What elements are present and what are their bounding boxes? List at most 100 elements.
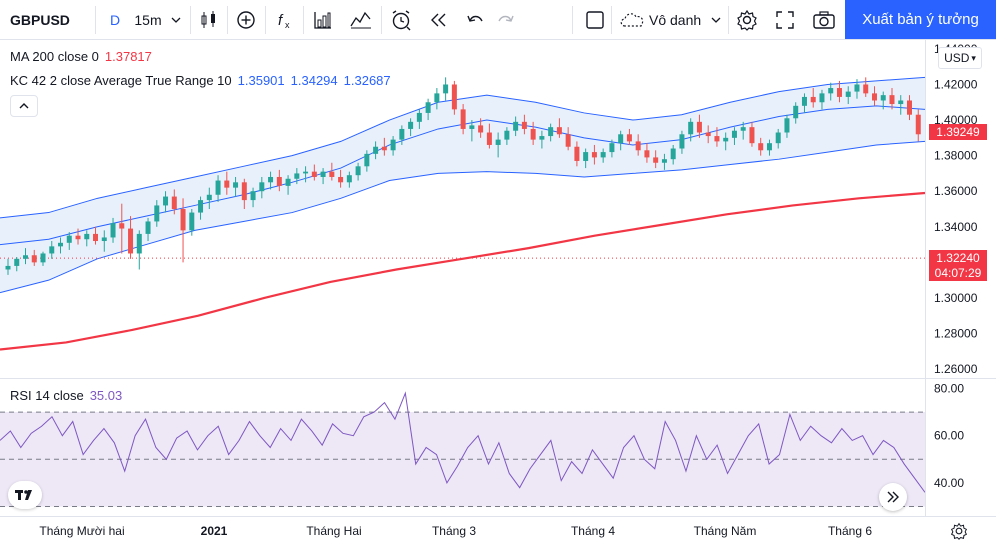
candle-body: [609, 143, 615, 153]
last-price-label: 1.39249: [929, 124, 987, 140]
price-tick-label: 1.26000: [934, 362, 978, 376]
add-indicator-icon[interactable]: [233, 0, 259, 39]
candle-body: [836, 88, 842, 97]
rsi-pane[interactable]: 80.00 60.00 40.00: [0, 379, 996, 516]
fullscreen-icon[interactable]: [772, 0, 798, 39]
candle-body: [758, 143, 764, 151]
toolbar-divider: [611, 6, 612, 34]
cloud-icon[interactable]: [618, 0, 648, 39]
candle-body: [521, 121, 527, 129]
chevron-down-icon[interactable]: [709, 0, 723, 39]
candle-body: [460, 109, 466, 129]
price-tick-label: 1.42000: [934, 77, 978, 91]
candle-body: [828, 88, 834, 94]
candle-body: [206, 194, 212, 201]
price-tick-label: 1.34000: [934, 220, 978, 234]
candle-body: [416, 112, 422, 122]
candle-body: [863, 84, 869, 94]
pane-divider[interactable]: [0, 378, 996, 379]
price-tick-label: 1.36000: [934, 184, 978, 198]
toolbar-divider: [728, 6, 729, 34]
rsi-tick-label: 60.00: [934, 429, 964, 443]
price-pane[interactable]: 1.440001.420001.400001.380001.360001.340…: [0, 40, 996, 378]
tradingview-logo[interactable]: [8, 481, 42, 509]
layout-name[interactable]: Vô danh: [649, 11, 702, 28]
candle-body: [539, 136, 545, 140]
collapse-legend-button[interactable]: [10, 95, 38, 117]
candle-body: [23, 255, 29, 259]
candles-icon[interactable]: [196, 0, 222, 39]
candle-body: [408, 121, 414, 129]
symbol-search[interactable]: GBPUSD: [10, 11, 70, 28]
candle-body: [495, 139, 501, 145]
rsi-legend[interactable]: RSI 14 close 35.03: [10, 388, 122, 403]
interval-type[interactable]: D: [109, 11, 121, 28]
candle-body: [233, 182, 239, 188]
candle-body: [101, 237, 107, 242]
candle-body: [163, 196, 169, 206]
alarm-clock-icon[interactable]: [388, 0, 414, 39]
candle-body: [346, 175, 352, 183]
candle-body: [574, 146, 580, 161]
candle-body: [565, 134, 571, 147]
candle-body: [425, 102, 431, 113]
candle-body: [819, 93, 825, 103]
rsi-chart[interactable]: 80.00 60.00 40.00: [0, 379, 996, 516]
ma200-line: [0, 191, 926, 351]
svg-text:x: x: [285, 20, 290, 30]
candle-body: [696, 121, 702, 133]
time-axis-labels: Tháng Mười hai 2021 Tháng Hai Tháng 3 Tháng …: [39, 524, 872, 538]
candle-body: [154, 205, 160, 222]
time-tick-label: 2021: [201, 524, 228, 538]
undo-icon[interactable]: [463, 0, 487, 39]
candle-body: [801, 96, 807, 106]
price-tick-label: 1.38000: [934, 149, 978, 163]
replay-icon[interactable]: [426, 0, 452, 39]
candle-body: [14, 258, 20, 266]
candle-body: [110, 223, 116, 238]
candle-body: [871, 93, 877, 101]
chevron-down-icon[interactable]: [168, 0, 184, 39]
candle-body: [705, 132, 711, 137]
candle-body: [136, 233, 142, 254]
bar-chart-icon[interactable]: [310, 0, 336, 39]
kc-legend-value-lower: 1.32687: [343, 73, 391, 88]
candle-body: [224, 180, 230, 188]
kc-band-fill: [0, 77, 925, 293]
svg-text:f: f: [278, 12, 284, 29]
kc-legend[interactable]: KC 42 2 close Average True Range 10 1.359…: [10, 73, 391, 88]
currency-label: USD: [944, 51, 970, 65]
candle-body: [311, 171, 317, 177]
price-chart[interactable]: 1.440001.420001.400001.380001.360001.340…: [0, 40, 996, 378]
gear-icon[interactable]: [734, 0, 760, 39]
kc-legend-value-upper: 1.35901: [237, 73, 285, 88]
candle-body: [119, 223, 125, 229]
redo-icon[interactable]: [494, 0, 518, 39]
candle-body: [635, 141, 641, 151]
layout-icon[interactable]: [582, 0, 608, 39]
toolbar-divider: [95, 6, 96, 34]
time-axis[interactable]: Tháng Mười hai 2021 Tháng Hai Tháng 3 Tháng …: [0, 516, 996, 544]
time-tick-label: Tháng 3: [432, 524, 476, 538]
camera-icon[interactable]: [810, 0, 838, 39]
candle-body: [880, 95, 886, 101]
toolbar-divider: [381, 6, 382, 34]
candle-body: [793, 105, 799, 119]
candle-body: [775, 132, 781, 144]
interval-button[interactable]: 15m: [134, 11, 162, 28]
candle-body: [591, 152, 597, 158]
candle-body: [513, 121, 519, 131]
line-chart-icon[interactable]: [348, 0, 374, 39]
scroll-to-realtime-button[interactable]: [879, 483, 907, 511]
candle-body: [215, 180, 221, 195]
gear-icon[interactable]: [948, 520, 970, 542]
ma-legend[interactable]: MA 200 close 0 1.37817: [10, 49, 152, 64]
candle-body: [31, 255, 37, 263]
currency-button[interactable]: USD ▾: [938, 47, 982, 69]
ma-legend-label: MA 200 close 0: [10, 49, 99, 64]
candle-body: [250, 191, 256, 201]
publish-idea-button[interactable]: Xuất bản ý tưởng: [845, 0, 996, 39]
candle-body: [845, 91, 851, 97]
